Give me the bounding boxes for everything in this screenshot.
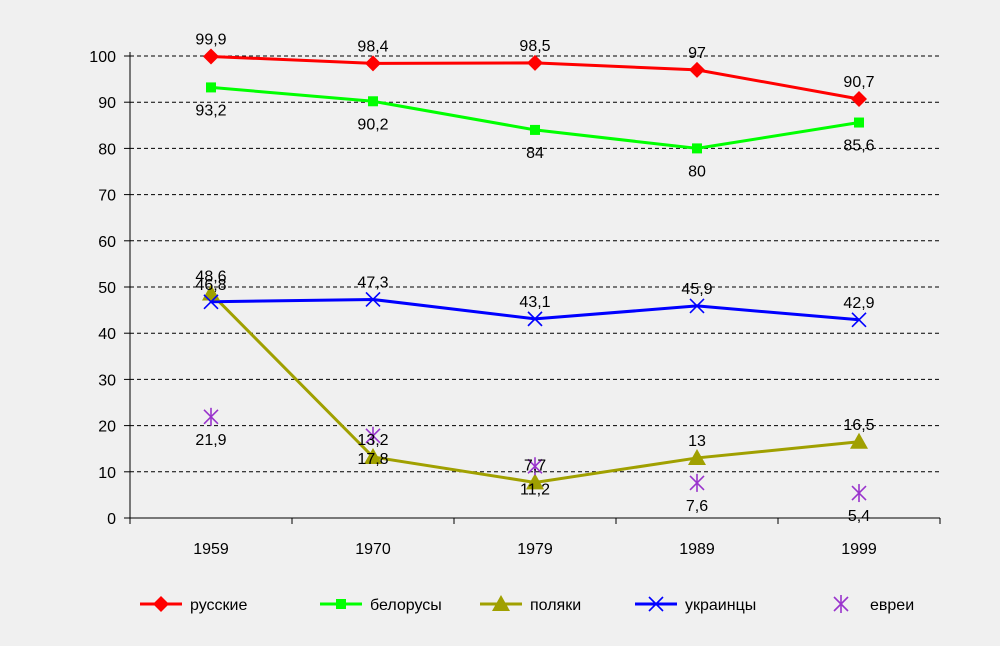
legend-item-русские: русские xyxy=(140,596,247,614)
grid-lines xyxy=(130,55,940,473)
legend-marker xyxy=(153,596,169,612)
data-point-русские xyxy=(689,61,705,78)
data-label-белорусы: 84 xyxy=(526,145,544,162)
data-point-украинцы xyxy=(689,298,705,314)
data-label-украинцы: 42,9 xyxy=(843,295,874,312)
y-tick-label: 60 xyxy=(98,234,116,251)
data-label-белорусы: 80 xyxy=(688,163,706,180)
data-label-евреи: 5,4 xyxy=(848,508,870,525)
data-point-поляки xyxy=(850,432,868,449)
data-point-евреи xyxy=(203,407,219,426)
data-point-евреи xyxy=(851,484,867,503)
data-label-поляки: 13 xyxy=(688,433,706,450)
data-label-белорусы: 85,6 xyxy=(843,138,874,155)
legend-label: русские xyxy=(190,597,247,614)
y-tick-label: 70 xyxy=(98,188,116,205)
x-marker-stroke xyxy=(365,291,381,308)
y-tick-label: 50 xyxy=(98,280,116,297)
data-label-украинцы: 46,8 xyxy=(195,277,226,294)
data-labels: 99,9 98,4 98,5 97 90,7 93,2 90,2 84 80 85,6 48,6 13… xyxy=(195,31,874,525)
series-line-белорусы xyxy=(210,85,860,150)
x-marker-stroke xyxy=(851,312,867,328)
data-label-украинцы: 47,3 xyxy=(357,274,388,291)
axes xyxy=(129,52,940,519)
legend-marker xyxy=(336,599,346,609)
x-tick-label: 1999 xyxy=(841,541,877,558)
data-label-белорусы: 90,2 xyxy=(357,116,388,133)
y-tick-label: 100 xyxy=(89,49,116,66)
data-point-евреи xyxy=(689,473,705,492)
legend-label: белорусы xyxy=(370,597,442,614)
data-label-евреи: 17,8 xyxy=(357,451,388,468)
series-markers xyxy=(202,48,868,503)
data-label-белорусы: 93,2 xyxy=(195,102,226,119)
x-tick-label: 1959 xyxy=(193,541,229,558)
data-label-украинцы: 43,1 xyxy=(519,294,550,311)
legend-item-украинцы: украинцы xyxy=(635,596,756,614)
x-marker-stroke xyxy=(648,596,664,612)
data-point-украинцы xyxy=(527,311,543,327)
data-label-русские: 97 xyxy=(688,45,706,62)
data-point-украинцы xyxy=(203,294,219,310)
legend-marker xyxy=(833,595,849,613)
y-tick-label: 20 xyxy=(98,419,116,436)
data-label-русские: 98,5 xyxy=(519,38,550,55)
y-tick-label: 90 xyxy=(98,95,116,112)
data-point-белорусы xyxy=(692,143,702,154)
data-point-русские xyxy=(203,48,219,65)
legend-item-евреи: евреи xyxy=(833,595,914,614)
data-point-поляки xyxy=(688,448,706,465)
legend-item-белорусы: белорусы xyxy=(320,597,442,614)
legend-label: поляки xyxy=(530,597,581,614)
legend: русские белорусы поляки украинцы евреи xyxy=(140,595,914,614)
legend-label: украинцы xyxy=(685,597,756,614)
legend-marker xyxy=(648,596,664,612)
y-tick-label: 40 xyxy=(98,326,116,343)
data-label-евреи: 11,2 xyxy=(520,481,550,498)
data-point-поляки xyxy=(526,473,544,490)
x-tick-label: 1989 xyxy=(679,541,715,558)
data-label-поляки: 16,5 xyxy=(843,417,874,434)
y-axis-ticks: 0 10 20 30 40 50 60 70 80 90 100 xyxy=(89,49,130,528)
y-tick-label: 10 xyxy=(98,465,116,482)
data-label-украинцы: 45,9 xyxy=(681,281,712,298)
legend-marker xyxy=(492,595,510,611)
data-label-русские: 90,7 xyxy=(843,74,874,91)
series-lines xyxy=(209,54,860,484)
data-point-белорусы xyxy=(368,96,378,107)
x-tick-label: 1979 xyxy=(517,541,553,558)
data-label-евреи: 21,9 xyxy=(195,432,226,449)
x-axis-ticks: 1959 1970 1979 1989 1999 xyxy=(129,518,941,558)
data-point-украинцы xyxy=(365,291,381,308)
x-tick-label: 1970 xyxy=(355,541,391,558)
data-label-поляки: 13,2 xyxy=(357,432,388,449)
data-point-поляки xyxy=(364,448,382,465)
y-tick-label: 0 xyxy=(107,511,116,528)
data-point-евреи xyxy=(527,457,543,476)
legend-label: евреи xyxy=(870,597,914,614)
data-point-русские xyxy=(365,55,381,72)
x-marker-stroke xyxy=(527,311,543,327)
y-tick-label: 80 xyxy=(98,141,116,158)
series-line-поляки xyxy=(209,292,860,484)
data-point-украинцы xyxy=(851,312,867,328)
legend-item-поляки: поляки xyxy=(480,595,581,614)
data-point-евреи xyxy=(365,426,381,445)
x-marker-stroke xyxy=(689,298,705,314)
y-tick-label: 30 xyxy=(98,372,116,389)
data-point-русские xyxy=(851,90,867,107)
data-label-русские: 99,9 xyxy=(195,31,226,48)
data-point-белорусы xyxy=(854,117,864,128)
data-label-русские: 98,4 xyxy=(357,38,388,55)
data-label-поляки: 48,6 xyxy=(195,268,226,285)
x-marker-stroke xyxy=(203,294,219,310)
data-label-поляки: 7,7 xyxy=(524,457,546,474)
data-label-евреи: 7,6 xyxy=(686,498,708,515)
data-point-белорусы xyxy=(530,124,540,135)
data-point-русские xyxy=(527,54,543,71)
data-point-белорусы xyxy=(206,82,216,93)
